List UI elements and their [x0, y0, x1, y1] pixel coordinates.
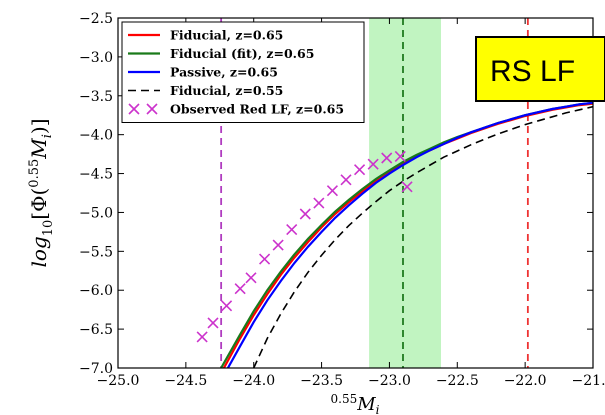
observed-point: [340, 174, 352, 186]
legend-box: [121, 21, 365, 123]
legend-label: Fiducial (fit), z=0.65: [170, 46, 314, 61]
x-tick-label: −23.0: [368, 373, 411, 389]
legend-label: Fiducial, z=0.55: [170, 83, 283, 98]
y-tick-label: −3.5: [79, 89, 113, 105]
observed-point: [196, 331, 208, 343]
rs-lf-badge-box: [475, 36, 605, 102]
legend-label: Observed Red LF, z=0.65: [170, 102, 344, 117]
y-tick-label: −5.5: [79, 244, 113, 260]
series-layer: [196, 101, 593, 368]
series-fiducial-z-0-55: [252, 105, 593, 368]
legend-swatch: [146, 103, 158, 115]
legend-item: Passive, z=0.65: [128, 65, 278, 80]
x-tick-label: −22.5: [436, 373, 479, 389]
x-tick-label: −25.0: [97, 373, 140, 389]
rs-lf-badge-text: RS LF: [490, 55, 575, 88]
observed-point: [381, 152, 393, 164]
legend: Fiducial, z=0.65 Fiducial (fit), z=0.65 Pa…: [121, 21, 365, 123]
observed-point: [401, 181, 413, 193]
x-tick-label: −21.5: [572, 373, 605, 389]
observed-point: [299, 208, 311, 220]
band-shaded-range: [369, 18, 441, 368]
observed-point: [394, 150, 406, 163]
legend-item: Observed Red LF, z=0.65: [128, 102, 344, 117]
observed-point: [245, 272, 257, 284]
y-axis-label: log10[Φ(0.55Mi)]: [27, 118, 56, 267]
x-axis-label: 0.55Mi: [331, 392, 380, 415]
rs-lf-badge: RS LF: [475, 36, 605, 102]
legend-label: Passive, z=0.65: [170, 65, 278, 80]
observed-point: [354, 164, 366, 176]
observed-point: [367, 158, 379, 170]
x-tick-label: −24.5: [164, 373, 207, 389]
observed-point: [272, 239, 284, 251]
observed-point: [259, 253, 271, 265]
x-tick-label: −24.0: [232, 373, 275, 389]
legend-item: Fiducial (fit), z=0.65: [128, 46, 314, 61]
plot-frame: [117, 17, 594, 369]
legend-label: Fiducial, z=0.65: [170, 28, 283, 43]
y-tick-label: −4.0: [79, 128, 113, 144]
legend-item: Fiducial, z=0.65: [128, 28, 283, 43]
axis-ticks: −25.0 −24.5 −24.0 −23.5 −23.0 −22.5 −22.0 −21.5…: [79, 11, 605, 389]
observed-point: [234, 283, 246, 295]
observed-point: [221, 300, 233, 312]
series-passive-z-0-65: [226, 101, 593, 368]
y-tick-label: −6.5: [79, 322, 113, 338]
y-tick-label: −3.0: [79, 50, 113, 66]
vertical-reference-lines: [220, 18, 529, 368]
y-tick-label: −7.0: [79, 361, 113, 377]
observed-point: [286, 223, 298, 236]
y-tick-label: −2.5: [79, 11, 113, 27]
series-observed-red-lf-z-0-65: [196, 150, 413, 343]
y-tick-label: −5.0: [79, 205, 113, 221]
observed-point: [313, 197, 325, 209]
legend-item: Fiducial, z=0.55: [128, 83, 283, 98]
observed-point: [207, 317, 219, 329]
observed-point: [326, 185, 338, 197]
x-tick-label: −22.0: [504, 373, 547, 389]
y-tick-label: −6.0: [79, 283, 113, 299]
x-tick-label: −23.5: [300, 373, 343, 389]
shaded-bands: [369, 18, 441, 368]
y-tick-label: −4.5: [79, 167, 113, 183]
legend-swatch: [128, 103, 140, 115]
